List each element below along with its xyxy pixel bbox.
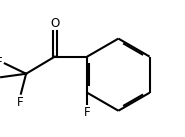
Text: F: F: [0, 56, 3, 69]
Text: O: O: [50, 17, 59, 30]
Text: F: F: [84, 106, 90, 119]
Text: F: F: [17, 96, 23, 109]
